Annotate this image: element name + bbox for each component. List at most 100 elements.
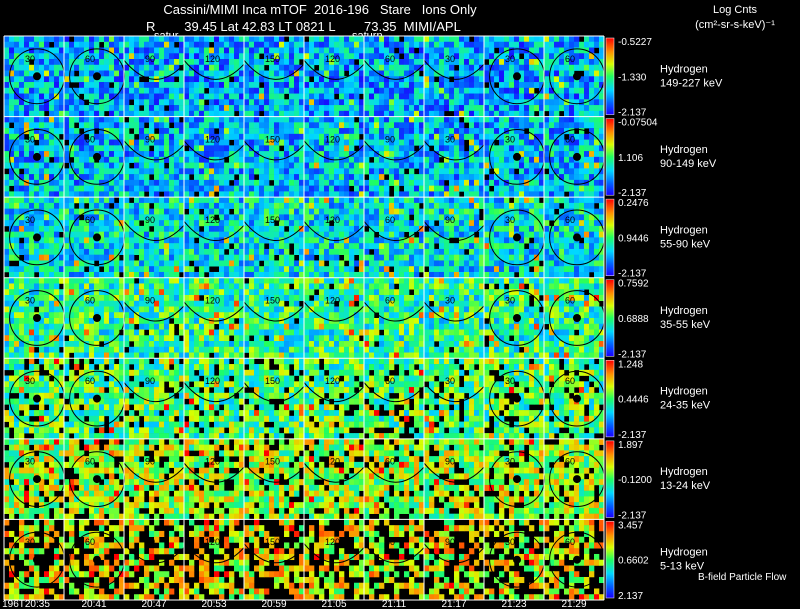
heatmap-cell (214, 202, 220, 209)
heatmap-cell (29, 87, 35, 94)
heatmap-cell (369, 179, 375, 186)
heatmap-cell (144, 162, 150, 169)
heatmap-cell (559, 179, 565, 186)
heatmap-cell (179, 220, 185, 227)
heatmap-cell (184, 191, 190, 198)
heatmap-cell (509, 64, 515, 71)
heatmap-cell (204, 156, 210, 163)
heatmap-cell (349, 197, 355, 204)
heatmap-cell (494, 197, 500, 204)
heatmap-cell (454, 59, 460, 66)
heatmap-cell (264, 168, 270, 175)
heatmap-cell (404, 110, 410, 117)
heatmap-cell (519, 208, 525, 215)
heatmap-cell (279, 87, 285, 94)
heatmap-cell (294, 116, 300, 123)
heatmap-cell (344, 162, 350, 169)
heatmap-cell (484, 197, 490, 204)
heatmap-cell (254, 162, 260, 169)
heatmap-cell (14, 87, 20, 94)
heatmap-cell (489, 237, 495, 244)
heatmap-cell (24, 59, 30, 66)
heatmap-cell (469, 191, 475, 198)
heatmap-cell (149, 197, 155, 204)
heatmap-cell (599, 214, 605, 221)
heatmap-cell (384, 191, 390, 198)
heatmap-cell (154, 133, 160, 140)
heatmap-cell (569, 82, 575, 89)
heatmap-cell (19, 156, 25, 163)
heatmap-cell (179, 82, 185, 89)
heatmap-cell (499, 243, 505, 250)
heatmap-cell (79, 179, 85, 186)
heatmap-cell (264, 87, 270, 94)
heatmap-cell (234, 139, 240, 146)
heatmap-cell (484, 220, 490, 227)
heatmap-cell (64, 191, 70, 198)
heatmap-cell (414, 266, 420, 273)
heatmap-cell (84, 225, 90, 232)
heatmap-cell (244, 185, 250, 192)
heatmap-cell (229, 105, 235, 112)
heatmap-cell (284, 254, 290, 261)
heatmap-cell (474, 191, 480, 198)
heatmap-cell (499, 82, 505, 89)
heatmap-cell (574, 99, 580, 106)
heatmap-cell (44, 202, 50, 209)
heatmap-cell (534, 208, 540, 215)
heatmap-cell (354, 64, 360, 71)
heatmap-cell (239, 145, 245, 152)
heatmap-cell (549, 122, 555, 129)
heatmap-cell (579, 133, 585, 140)
heatmap-cell (509, 70, 515, 77)
heatmap-cell (499, 47, 505, 54)
heatmap-cell (229, 64, 235, 71)
heatmap-cell (169, 145, 175, 152)
heatmap-cell (299, 162, 305, 169)
heatmap-cell (569, 110, 575, 117)
heatmap-cell (249, 139, 255, 146)
heatmap-cell (284, 59, 290, 66)
heatmap-cell (444, 151, 450, 158)
heatmap-cell (9, 346, 15, 353)
heatmap-cell (184, 248, 190, 255)
heatmap-cell (299, 116, 305, 123)
heatmap-cell (454, 47, 460, 54)
heatmap-cell (99, 87, 105, 94)
heatmap-cell (134, 128, 140, 135)
heatmap-cell (554, 47, 560, 54)
heatmap-cell (514, 116, 520, 123)
heatmap-cell (189, 133, 195, 140)
heatmap-cell (324, 122, 330, 129)
heatmap-cell (154, 70, 160, 77)
heatmap-cell (104, 122, 110, 129)
heatmap-cell (159, 179, 165, 186)
heatmap-cell (119, 214, 125, 221)
heatmap-cell (474, 214, 480, 221)
heatmap-cell (424, 231, 430, 238)
heatmap-cell (19, 243, 25, 250)
heatmap-cell (464, 162, 470, 169)
heatmap-cell (504, 174, 510, 181)
heatmap-cell (204, 151, 210, 158)
heatmap-cell (14, 214, 20, 221)
heatmap-cell (144, 208, 150, 215)
heatmap-cell (474, 151, 480, 158)
heatmap-cell (369, 128, 375, 135)
heatmap-cell (409, 185, 415, 192)
heatmap-cell (34, 82, 40, 89)
heatmap-cell (184, 47, 190, 54)
heatmap-cell (314, 116, 320, 123)
heatmap-cell (99, 116, 105, 123)
heatmap-cell (319, 139, 325, 146)
heatmap-cell (89, 87, 95, 94)
heatmap-cell (199, 266, 205, 273)
heatmap-cell (309, 168, 315, 175)
heatmap-cell (504, 214, 510, 221)
heatmap-cell (19, 191, 25, 198)
heatmap-cell (519, 162, 525, 169)
heatmap-cell (89, 231, 95, 238)
heatmap-cell (9, 266, 15, 273)
heatmap-cell (599, 179, 605, 186)
heatmap-cell (359, 59, 365, 66)
